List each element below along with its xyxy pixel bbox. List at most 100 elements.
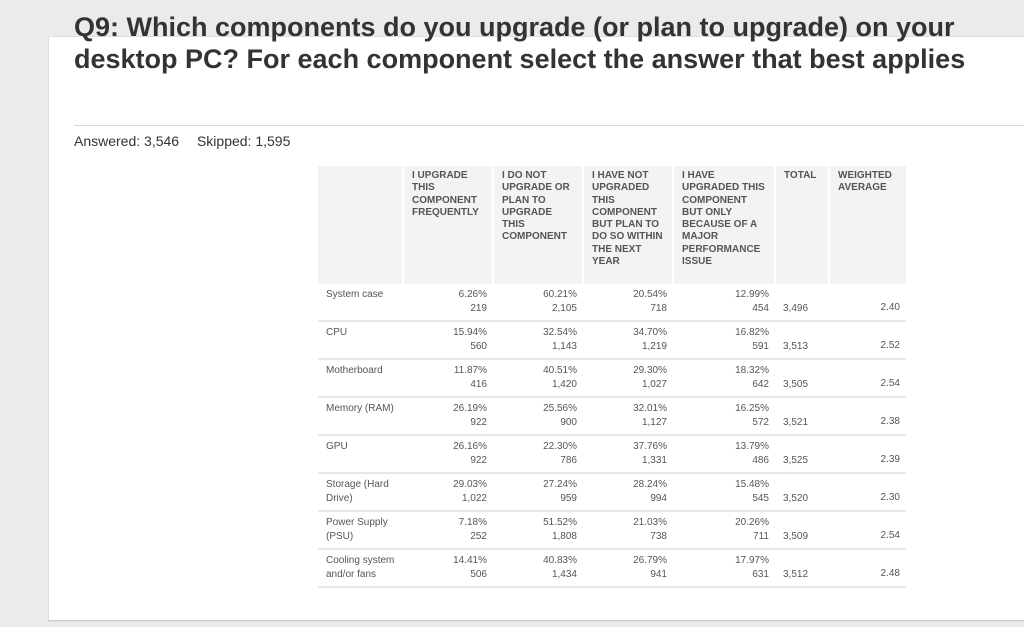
response-count: 994 [650,492,667,504]
response-count: 1,331 [641,454,667,466]
response-cell: 20.54% 718 [583,284,673,322]
response-cell: 40.51% 1,420 [493,359,583,398]
response-percent: 16.25% [735,403,769,414]
question-title: Q9: Which components do you upgrade (or … [74,12,966,74]
response-count: 1,143 [551,340,577,352]
row-label: Memory (RAM) [318,397,403,436]
response-cell: 17.97% 631 [673,549,775,588]
response-percent: 26.16% [453,441,487,452]
response-percent: 20.26% [735,517,769,528]
total-cell: 3,509 [775,511,829,550]
response-cell: 6.26% 219 [403,284,493,322]
response-percent: 15.94% [453,327,487,338]
response-percent: 27.24% [543,479,577,490]
response-count: 1,022 [461,492,487,504]
response-percent: 18.32% [735,365,769,376]
response-percent: 7.18% [458,517,487,528]
row-label: Motherboard [318,359,403,398]
weighted-average-cell: 2.30 [829,473,906,512]
table-row: System case 6.26% 219 60.21% 2,105 20.54% 718 1… [318,284,906,322]
total-cell: 3,525 [775,435,829,474]
response-cell: 16.82% 591 [673,321,775,360]
response-count: 900 [560,416,577,428]
response-count: 591 [752,340,769,352]
response-count: 738 [650,530,667,542]
response-cell: 51.52% 1,808 [493,511,583,550]
response-cell: 21.03% 738 [583,511,673,550]
response-percent: 11.87% [453,365,487,376]
total-cell: 3,496 [775,284,829,322]
response-percent: 17.97% [735,555,769,566]
response-count: 1,219 [641,340,667,352]
response-count: 1,420 [551,378,577,390]
response-cell: 25.56% 900 [493,397,583,436]
weighted-average-cell: 2.38 [829,397,906,436]
response-count: 642 [752,378,769,390]
response-cell: 11.87% 416 [403,359,493,398]
response-cell: 29.30% 1,027 [583,359,673,398]
skipped-count: Skipped: 1,595 [196,133,291,149]
response-cell: 22.30% 786 [493,435,583,474]
response-percent: 32.01% [633,403,667,414]
response-count: 631 [752,568,769,580]
response-cell: 18.32% 642 [673,359,775,398]
answered-count: Answered: 3,546 [74,133,180,149]
table-row: Storage (Hard Drive) 29.03% 1,022 27.24% 959… [318,473,906,512]
table-row: Motherboard 11.87% 416 40.51% 1,420 29.30% 1,0… [318,359,906,398]
response-percent: 32.54% [543,327,577,338]
weighted-average-cell: 2.52 [829,321,906,360]
response-percent: 12.99% [735,289,769,300]
table-row: CPU 15.94% 560 32.54% 1,143 34.70% 1,219 16.82%… [318,321,906,360]
response-count: 1,027 [641,378,667,390]
response-percent: 13.79% [735,441,769,452]
response-cell: 12.99% 454 [673,284,775,322]
response-cell: 14.41% 506 [403,549,493,588]
table-row: Power Supply (PSU) 7.18% 252 51.52% 1,808 21.… [318,511,906,550]
response-percent: 40.83% [543,555,577,566]
response-percent: 15.48% [735,479,769,490]
response-count: 1,434 [551,568,577,580]
response-count: 718 [650,302,667,314]
response-percent: 6.26% [458,289,487,300]
response-count: 922 [470,416,487,428]
response-count: 506 [470,568,487,580]
response-cell: 26.79% 941 [583,549,673,588]
weighted-average-cell: 2.48 [829,549,906,588]
row-label: System case [318,284,403,322]
column-header: I HAVE NOT UPGRADED THIS COMPONENT BUT P… [583,166,674,284]
response-cell: 26.16% 922 [403,435,493,474]
response-percent: 25.56% [543,403,577,414]
table-row: GPU 26.16% 922 22.30% 786 37.76% 1,331 13.79% 48… [318,435,906,474]
response-cell: 26.19% 922 [403,397,493,436]
column-header: I HAVE UPGRADED THIS COMPONENT BUT ONLY … [673,166,776,284]
response-percent: 22.30% [543,441,577,452]
response-count: 560 [470,340,487,352]
response-count: 252 [470,530,487,542]
response-count: 922 [470,454,487,466]
table-row: Memory (RAM) 26.19% 922 25.56% 900 32.01% 1,12… [318,397,906,436]
response-cell: 27.24% 959 [493,473,583,512]
response-percent: 34.70% [633,327,667,338]
response-percent: 29.30% [633,365,667,376]
row-label: Storage (Hard Drive) [318,473,403,512]
weighted-average-cell: 2.39 [829,435,906,474]
row-label: GPU [318,435,403,474]
response-percent: 26.19% [453,403,487,414]
row-label: Cooling system and/or fans [318,549,403,588]
divider [48,620,1024,621]
column-header: I UPGRADE THIS COMPONENT FREQUENTLY [403,166,494,284]
response-cell: 28.24% 994 [583,473,673,512]
response-percent: 16.82% [735,327,769,338]
response-percent: 37.76% [633,441,667,452]
response-count: 1,127 [641,416,667,428]
response-percent: 60.21% [543,289,577,300]
response-count: 711 [753,530,769,542]
response-cell: 15.48% 545 [673,473,775,512]
response-count: 786 [560,454,577,466]
response-cell: 15.94% 560 [403,321,493,360]
response-percent: 28.24% [633,479,667,490]
response-percent: 26.79% [633,555,667,566]
response-count: 454 [752,302,769,314]
weighted-average-cell: 2.40 [829,284,906,322]
column-header [318,166,404,284]
